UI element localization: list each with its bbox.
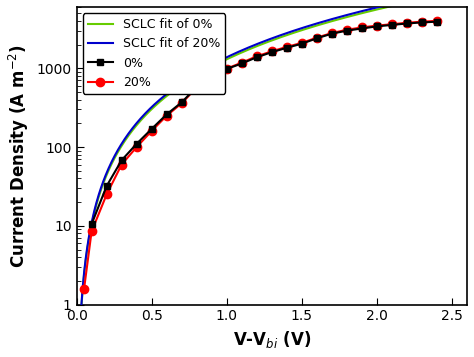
20% bbox=[134, 145, 139, 149]
0% bbox=[269, 50, 274, 54]
20% bbox=[344, 27, 350, 32]
0% bbox=[254, 55, 260, 59]
20% bbox=[164, 114, 170, 118]
20% bbox=[284, 45, 290, 49]
20% bbox=[89, 229, 94, 233]
20% bbox=[314, 35, 320, 40]
0% bbox=[434, 20, 440, 24]
SCLC fit of 20% bbox=[388, 2, 393, 6]
SCLC fit of 0% bbox=[302, 27, 308, 31]
Line: 0%: 0% bbox=[88, 18, 440, 228]
Y-axis label: Current Density (A m$^{-2}$): Current Density (A m$^{-2}$) bbox=[7, 44, 31, 268]
20% bbox=[224, 66, 229, 71]
0% bbox=[404, 21, 410, 26]
0% bbox=[344, 29, 350, 33]
SCLC fit of 0% bbox=[256, 43, 262, 47]
SCLC fit of 0% bbox=[282, 34, 287, 38]
SCLC fit of 0% bbox=[388, 4, 393, 8]
SCLC fit of 20% bbox=[302, 25, 308, 29]
0% bbox=[209, 76, 215, 80]
Line: SCLC fit of 0%: SCLC fit of 0% bbox=[78, 0, 460, 357]
0% bbox=[194, 85, 200, 89]
20% bbox=[104, 192, 109, 197]
0% bbox=[419, 20, 425, 25]
20% bbox=[81, 286, 87, 291]
20% bbox=[389, 22, 395, 26]
0% bbox=[389, 23, 395, 27]
20% bbox=[179, 101, 184, 105]
0% bbox=[314, 36, 320, 40]
SCLC fit of 20% bbox=[259, 40, 264, 44]
0% bbox=[179, 100, 184, 105]
0% bbox=[239, 61, 245, 66]
0% bbox=[224, 67, 229, 71]
20% bbox=[209, 76, 215, 80]
SCLC fit of 20% bbox=[256, 41, 262, 45]
0% bbox=[104, 184, 109, 188]
Legend: SCLC fit of 0%, SCLC fit of 20%, 0%, 20%: SCLC fit of 0%, SCLC fit of 20%, 0%, 20% bbox=[83, 13, 225, 94]
20% bbox=[119, 162, 125, 167]
0% bbox=[134, 142, 139, 146]
SCLC fit of 20% bbox=[282, 32, 287, 36]
20% bbox=[299, 41, 305, 45]
0% bbox=[149, 127, 155, 131]
20% bbox=[359, 25, 365, 30]
Line: SCLC fit of 20%: SCLC fit of 20% bbox=[78, 0, 460, 357]
0% bbox=[119, 158, 125, 162]
20% bbox=[374, 24, 380, 28]
20% bbox=[404, 21, 410, 25]
Line: 20%: 20% bbox=[80, 17, 441, 293]
20% bbox=[329, 31, 335, 35]
20% bbox=[269, 49, 274, 54]
0% bbox=[299, 41, 305, 46]
SCLC fit of 0% bbox=[259, 42, 264, 46]
X-axis label: V-V$_{bi}$ (V): V-V$_{bi}$ (V) bbox=[233, 329, 311, 350]
0% bbox=[329, 31, 335, 36]
0% bbox=[359, 26, 365, 31]
0% bbox=[89, 222, 94, 226]
0% bbox=[374, 24, 380, 29]
20% bbox=[254, 54, 260, 59]
20% bbox=[194, 85, 200, 90]
20% bbox=[419, 20, 425, 24]
0% bbox=[284, 46, 290, 50]
20% bbox=[239, 60, 245, 65]
20% bbox=[149, 129, 155, 133]
0% bbox=[164, 112, 170, 116]
20% bbox=[434, 19, 440, 23]
